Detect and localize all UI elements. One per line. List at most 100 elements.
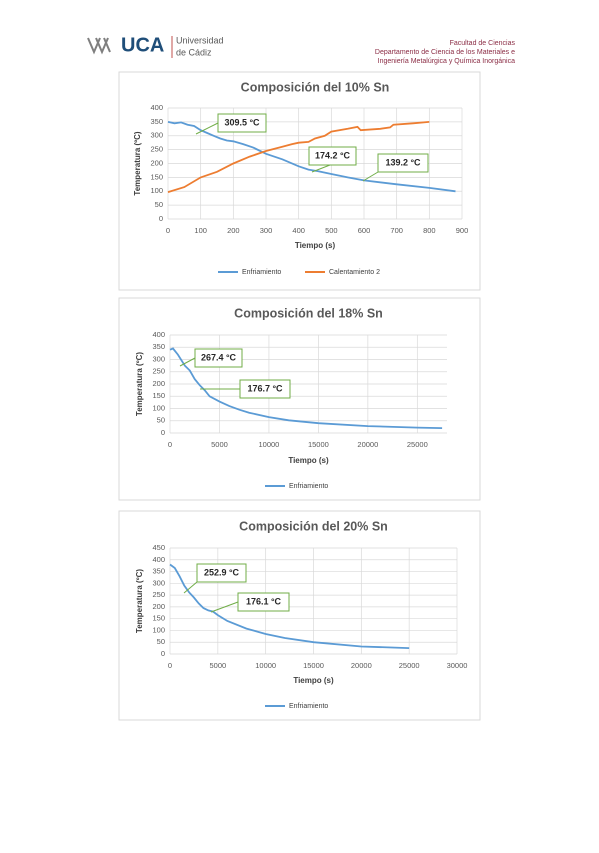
x-axis-label: Tiempo (s) (293, 676, 334, 685)
series-line (169, 563, 410, 649)
legend-label: Enfriamiento (242, 269, 281, 276)
x-tick-label: 5000 (211, 440, 228, 449)
y-tick-label: 250 (152, 367, 165, 376)
chart-title: Composición del 18% Sn (234, 306, 383, 320)
y-tick-label: 350 (150, 117, 163, 126)
series-line (167, 121, 456, 193)
x-tick-label: 25000 (399, 661, 420, 670)
x-tick-label: 300 (260, 226, 273, 235)
callout-leader (210, 601, 239, 613)
logo-text: UCA (121, 34, 164, 56)
callout-leader (311, 164, 331, 173)
y-tick-label: 150 (152, 614, 165, 623)
chart-frame (118, 510, 481, 721)
x-tick-label: 700 (390, 226, 403, 235)
y-tick-label: 0 (161, 428, 165, 437)
y-tick-label: 400 (150, 103, 163, 112)
logo-emblem (87, 37, 111, 55)
chart-frame (118, 297, 481, 501)
x-axis-label: Tiempo (s) (295, 241, 336, 250)
y-tick-label: 400 (152, 555, 165, 564)
annotation: 252.9 °C (204, 567, 240, 577)
y-tick-label: 50 (157, 637, 165, 646)
x-tick-label: 5000 (209, 661, 226, 670)
callout-leader (195, 122, 219, 135)
x-tick-label: 10000 (258, 440, 279, 449)
y-tick-label: 250 (152, 590, 165, 599)
y-tick-label: 200 (150, 158, 163, 167)
callout-leader (179, 357, 196, 367)
chart-title: Composición del 10% Sn (241, 80, 390, 94)
department: Ingeniería Metalúrgica y Química Inorgán… (378, 58, 515, 65)
x-tick-label: 0 (166, 226, 170, 235)
callout-box (194, 348, 243, 368)
y-tick-label: 0 (161, 649, 165, 658)
y-tick-label: 100 (152, 625, 165, 634)
x-tick-label: 600 (358, 226, 371, 235)
chart-frame (118, 71, 481, 291)
legend-label: Enfriamiento (289, 703, 328, 710)
y-axis-label: Temperatura (ºC) (135, 352, 144, 416)
y-tick-label: 450 (152, 543, 165, 552)
callout-box (239, 379, 291, 399)
y-tick-label: 150 (152, 391, 165, 400)
university-name: Universidad (176, 35, 224, 45)
x-tick-label: 100 (194, 226, 207, 235)
x-tick-label: 0 (168, 661, 172, 670)
department: Departamento de Ciencia de los Materiale… (375, 49, 515, 56)
x-tick-label: 400 (292, 226, 305, 235)
annotation: 139.2 °C (385, 157, 421, 167)
y-tick-label: 300 (150, 131, 163, 140)
annotation: 174.2 °C (315, 150, 351, 160)
x-axis-label: Tiempo (s) (288, 456, 329, 465)
y-axis-label: Temperatura (ºC) (133, 131, 142, 195)
x-tick-label: 900 (456, 226, 469, 235)
x-tick-label: 15000 (303, 661, 324, 670)
y-tick-label: 100 (150, 186, 163, 195)
y-tick-label: 400 (152, 330, 165, 339)
y-tick-label: 0 (159, 214, 163, 223)
callout-box (377, 153, 429, 173)
legend-label: Calentamiento 2 (329, 269, 380, 276)
y-axis-label: Temperatura (ºC) (135, 569, 144, 633)
annotation: 176.1 °C (246, 596, 282, 606)
y-tick-label: 300 (152, 578, 165, 587)
x-tick-label: 200 (227, 226, 240, 235)
y-tick-label: 200 (152, 379, 165, 388)
callout-box (237, 592, 290, 612)
x-tick-label: 15000 (308, 440, 329, 449)
header: UCA Universidad de Cádiz Facultad de Cie… (87, 34, 516, 65)
x-tick-label: 500 (325, 226, 338, 235)
y-tick-label: 350 (152, 342, 165, 351)
y-tick-label: 50 (155, 200, 163, 209)
series-line (167, 121, 430, 193)
x-tick-label: 20000 (357, 440, 378, 449)
y-tick-label: 350 (152, 567, 165, 576)
faculty: Facultad de Ciencias (450, 40, 516, 47)
series-line (169, 347, 443, 429)
x-tick-label: 800 (423, 226, 436, 235)
x-tick-label: 25000 (407, 440, 428, 449)
annotation: 309.5 °C (224, 117, 260, 127)
y-tick-label: 250 (150, 145, 163, 154)
x-tick-label: 10000 (255, 661, 276, 670)
y-tick-label: 50 (157, 416, 165, 425)
university-name: de Cádiz (176, 47, 212, 57)
x-tick-label: 20000 (351, 661, 372, 670)
callout-leader (362, 171, 379, 182)
legend-label: Enfriamiento (289, 483, 328, 490)
y-tick-label: 150 (150, 172, 163, 181)
callout-box (196, 563, 247, 583)
annotation: 176.7 °C (247, 383, 283, 393)
callout-box (217, 113, 267, 133)
chart-title: Composición del 20% Sn (239, 519, 388, 533)
y-tick-label: 300 (152, 354, 165, 363)
x-tick-label: 0 (168, 440, 172, 449)
annotation: 267.4 °C (201, 352, 237, 362)
x-tick-label: 30000 (447, 661, 468, 670)
callout-box (308, 146, 357, 166)
callout-leader (183, 581, 198, 594)
y-tick-label: 100 (152, 403, 165, 412)
y-tick-label: 200 (152, 602, 165, 611)
